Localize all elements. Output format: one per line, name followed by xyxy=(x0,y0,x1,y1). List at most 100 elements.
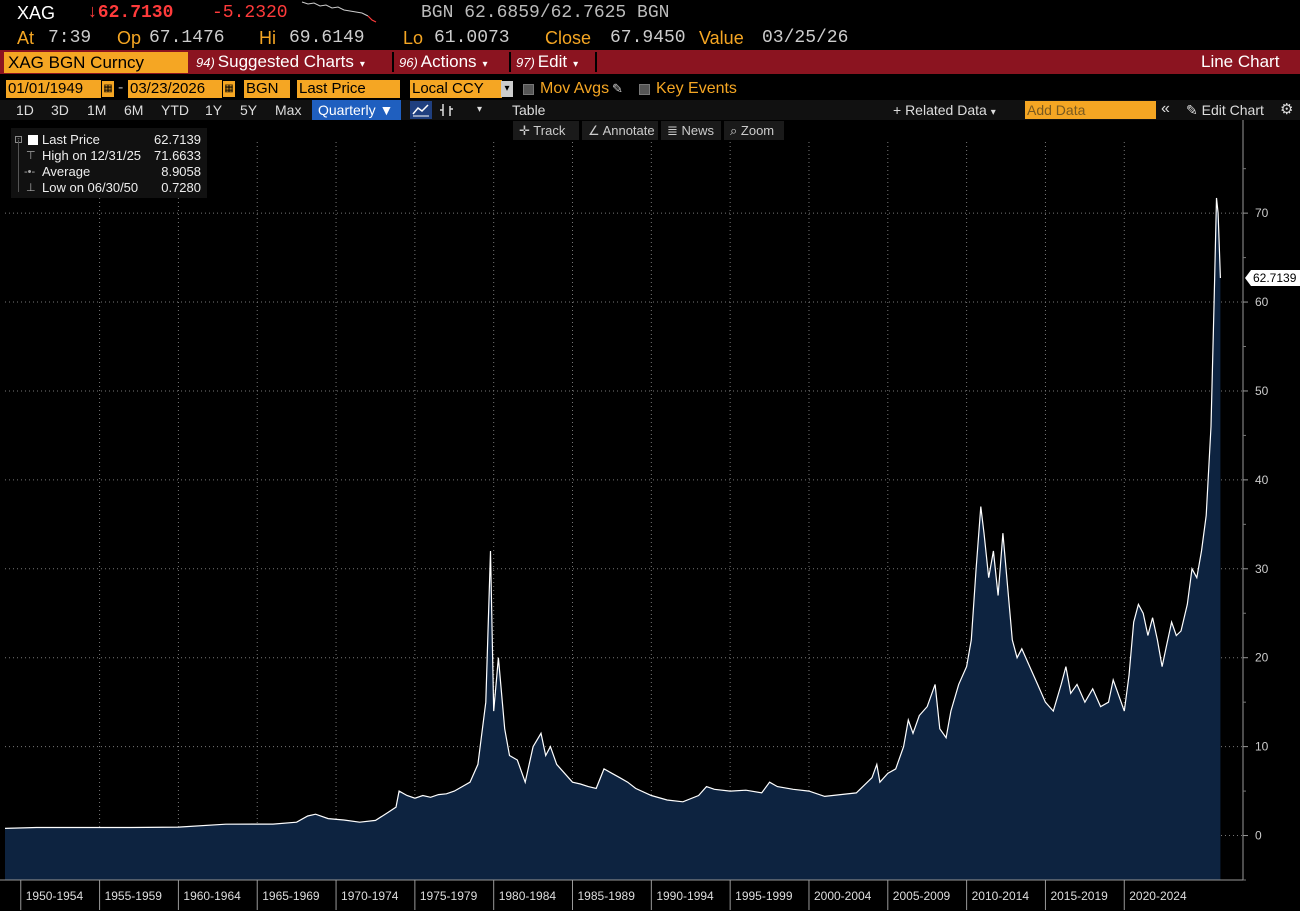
bar-chart-icon[interactable] xyxy=(438,101,458,119)
x-tick-label: 1985-1989 xyxy=(578,889,636,903)
mov-avgs-label[interactable]: Mov Avgs xyxy=(540,80,610,97)
calendar-icon[interactable]: ▦ xyxy=(102,81,114,97)
source-field[interactable]: BGN xyxy=(244,80,290,98)
range-ytd-button[interactable]: YTD xyxy=(161,102,189,118)
menu-number: 97) xyxy=(516,55,535,70)
pencil-icon[interactable]: ✎ xyxy=(612,81,623,96)
y-tick-label: 0 xyxy=(1255,829,1262,843)
pencil-icon: ✎ xyxy=(1186,102,1198,118)
legend-value: 62.7139 xyxy=(154,132,201,147)
x-tick-label: 1950-1954 xyxy=(26,889,84,903)
range-6m-button[interactable]: 6M xyxy=(124,102,144,118)
related-data-button[interactable]: + Related Data ▾ xyxy=(893,101,996,119)
legend-label: Low on 06/30/50 xyxy=(42,180,139,195)
legend-low: ⊥ Low on 06/30/50 0.7280 xyxy=(11,180,207,196)
range-1d-button[interactable]: 1D xyxy=(16,102,34,118)
value-date: 03/25/26 xyxy=(762,28,849,48)
legend-label: Last Price xyxy=(42,132,100,147)
edit-chart-button[interactable]: ✎ Edit Chart xyxy=(1186,101,1264,119)
range-3d-button[interactable]: 3D xyxy=(51,102,69,118)
chart-type-caret-icon[interactable]: ▾ xyxy=(477,104,483,115)
legend-value: 8.9058 xyxy=(161,164,201,179)
start-date-field[interactable]: 01/01/1949 xyxy=(6,80,101,98)
table-button[interactable]: Table xyxy=(512,102,546,118)
actions-menu[interactable]: 96) Actions ▾ xyxy=(399,50,488,74)
related-data-label: + Related Data xyxy=(893,102,987,118)
track-tool[interactable]: ✛ Track xyxy=(513,121,579,140)
x-tick-label: 1995-1999 xyxy=(735,889,793,903)
symbol: XAG xyxy=(17,3,56,23)
range-max-button[interactable]: Max xyxy=(275,102,302,118)
mov-avgs-checkbox[interactable] xyxy=(523,84,534,95)
last-value-tag xyxy=(1245,270,1300,287)
at-label: At xyxy=(17,28,35,48)
menu-number: 96) xyxy=(399,55,418,70)
y-tick-label: 20 xyxy=(1255,651,1269,665)
last-value-label: 62.7139 xyxy=(1253,271,1297,285)
tool-label: Zoom xyxy=(740,123,775,138)
currency-select[interactable]: Local CCY xyxy=(410,80,502,98)
x-tick-label: 1990-1994 xyxy=(656,889,714,903)
legend-last-price[interactable]: - Last Price 62.7139 xyxy=(11,132,207,148)
close-value: 67.9450 xyxy=(610,28,686,48)
field-select[interactable]: Last Price xyxy=(297,80,400,98)
menu-number: 94) xyxy=(196,55,215,70)
chart-type-title: Line Chart xyxy=(1201,52,1280,71)
menu-label: Actions xyxy=(420,52,477,71)
x-tick-label: 1975-1979 xyxy=(420,889,478,903)
edit-chart-label: Edit Chart xyxy=(1201,102,1264,118)
tool-label: Track xyxy=(533,123,566,138)
series-swatch xyxy=(28,135,38,145)
add-data-input[interactable]: Add Data xyxy=(1025,101,1156,119)
dropdown-arrow-icon[interactable]: ▾ xyxy=(501,81,513,97)
range-1y-button[interactable]: 1Y xyxy=(205,102,223,118)
quote-header: XAG ↓62.7130 -5.2320 BGN 62.6859/62.7625… xyxy=(0,0,1300,26)
price-chart[interactable]: 0 10 20 30 40 50 60 70 1950-1954 1955-1959 1960-19… xyxy=(0,120,1300,911)
legend-value: 71.6633 xyxy=(154,148,201,163)
crosshair-icon: ✛ xyxy=(519,123,530,138)
high-label: Hi xyxy=(259,28,276,48)
caret-down-icon: ▾ xyxy=(573,59,579,70)
y-tick-label: 60 xyxy=(1255,295,1269,309)
y-tick-label: 50 xyxy=(1255,384,1269,398)
menu-label: Suggested Charts xyxy=(217,52,354,71)
x-tick-label: 2020-2024 xyxy=(1129,889,1187,903)
ticker-input[interactable]: XAG BGN Curncy xyxy=(4,52,188,73)
price-line xyxy=(4,197,1221,829)
low-value: 61.0073 xyxy=(434,28,510,48)
x-tick-label: 2010-2014 xyxy=(972,889,1030,903)
x-tick-label: 1970-1974 xyxy=(341,889,399,903)
range-1m-button[interactable]: 1M xyxy=(87,102,107,118)
last-price: ↓62.7130 xyxy=(87,3,174,23)
date-range-dash: - xyxy=(118,79,124,96)
y-tick-label: 40 xyxy=(1255,473,1269,487)
news-tool[interactable]: ≣ News xyxy=(661,121,721,140)
close-label: Close xyxy=(545,28,592,48)
annotate-tool[interactable]: ∠ Annotate xyxy=(582,121,658,140)
divider xyxy=(509,52,511,72)
edit-menu[interactable]: 97) Edit ▾ xyxy=(516,50,578,74)
period-select[interactable]: Quarterly ▼ xyxy=(312,100,401,120)
x-tick-label: 2015-2019 xyxy=(1050,889,1108,903)
divider xyxy=(392,52,394,72)
calendar-icon[interactable]: ▦ xyxy=(223,81,235,97)
open-value: 67.1476 xyxy=(149,28,225,48)
menu-label: Edit xyxy=(537,52,568,71)
zoom-tool[interactable]: ⌕ Zoom xyxy=(724,121,784,140)
suggested-charts-menu[interactable]: 94) Suggested Charts ▾ xyxy=(196,50,365,74)
bid-ask: BGN 62.6859/62.7625 BGN xyxy=(421,3,670,23)
key-events-label[interactable]: Key Events xyxy=(656,80,737,97)
collapse-icon[interactable]: « xyxy=(1161,100,1170,117)
x-tick-label: 1960-1964 xyxy=(183,889,241,903)
range-5y-button[interactable]: 5Y xyxy=(240,102,258,118)
quote-stats: At 7:39 Op 67.1476 Hi 69.6149 Lo 61.0073… xyxy=(0,26,1300,50)
caret-down-icon: ▾ xyxy=(359,59,365,70)
end-date-field[interactable]: 03/23/2026 xyxy=(128,80,222,98)
x-tick-label: 1955-1959 xyxy=(105,889,163,903)
y-tick-label: 10 xyxy=(1255,740,1269,754)
gear-icon[interactable]: ⚙ xyxy=(1280,101,1294,118)
price-area xyxy=(5,198,1221,880)
key-events-checkbox[interactable] xyxy=(639,84,650,95)
low-marker-icon: ⊥ xyxy=(26,182,36,194)
line-chart-icon[interactable] xyxy=(410,101,432,119)
